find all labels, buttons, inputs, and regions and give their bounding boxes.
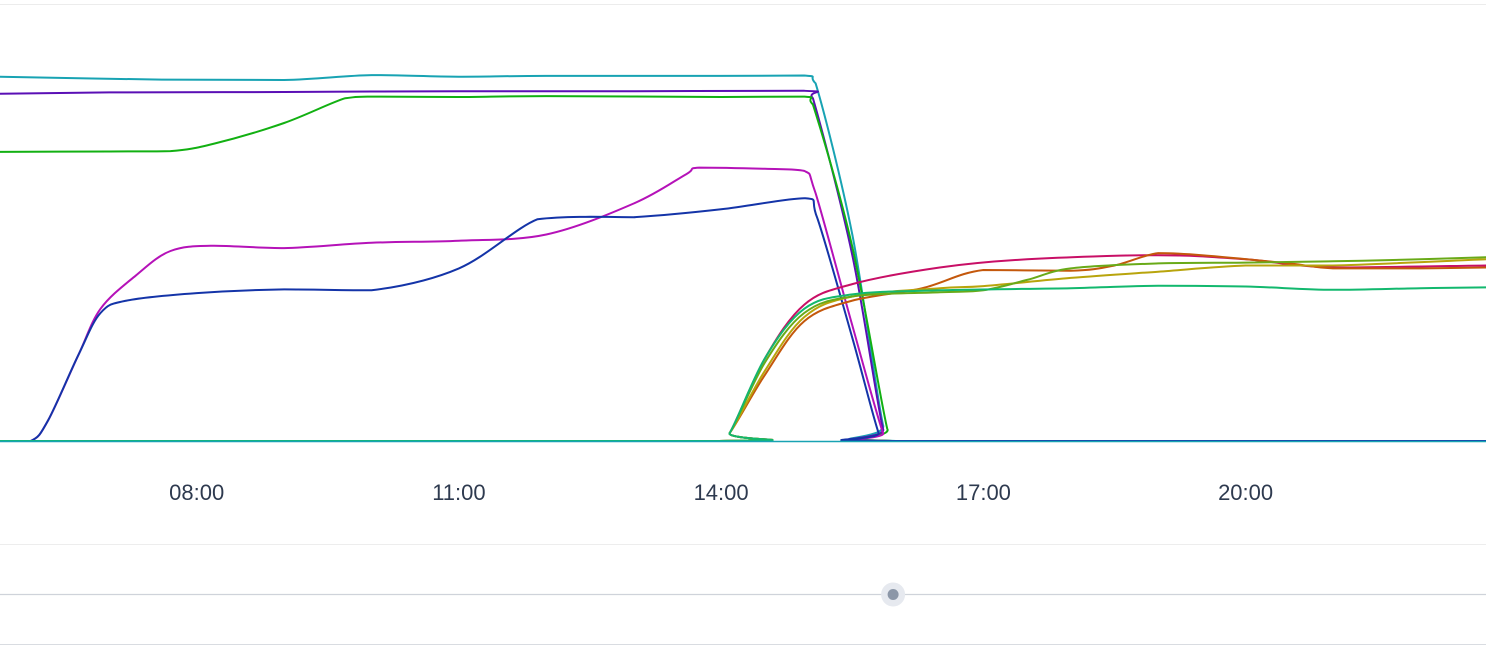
series-line-3 (0, 95, 1486, 443)
x-tick-label: 08:00 (169, 480, 224, 505)
series-line-4 (0, 166, 1486, 443)
range-slider-handle[interactable] (887, 589, 899, 600)
series-line-5 (0, 197, 1486, 443)
x-axis-ticks: 08:00 11:00 14:00 17:00 20:00 (169, 480, 1273, 505)
x-tick-label: 14:00 (694, 480, 749, 505)
series-line-7 (0, 252, 1486, 443)
series-group (0, 74, 1486, 443)
series-line-1 (0, 74, 1486, 443)
x-tick-label: 17:00 (956, 480, 1011, 505)
range-slider[interactable] (0, 582, 1486, 607)
series-line-9 (0, 256, 1486, 443)
x-tick-label: 11:00 (432, 480, 485, 505)
x-tick-label: 20:00 (1218, 480, 1273, 505)
series-line-10 (0, 284, 1486, 443)
